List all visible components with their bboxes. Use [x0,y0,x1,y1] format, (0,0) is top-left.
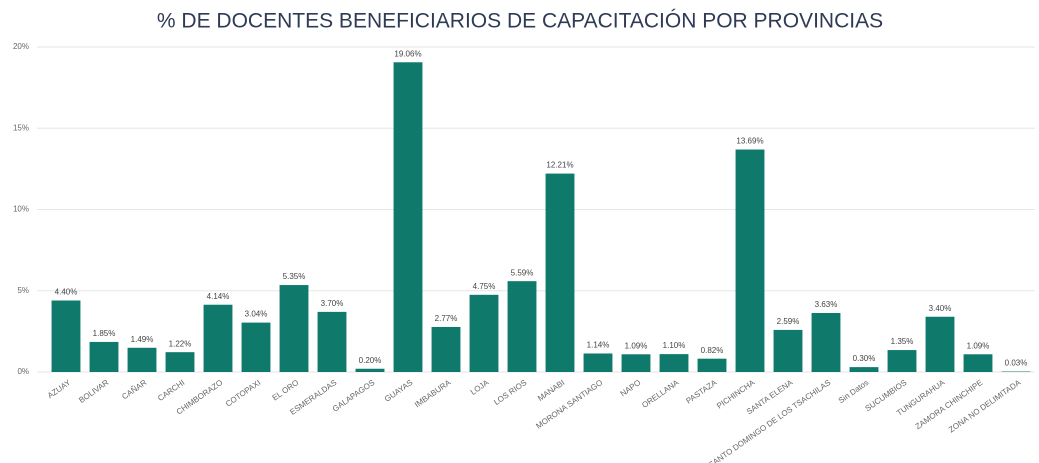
bar [697,358,727,372]
chart-title: % DE DOCENTES BENEFICIARIOS DE CAPACITAC… [157,10,883,33]
x-tick-label: Sin Datos [837,378,871,405]
x-tick-label: PASTAZA [684,378,719,406]
bar [887,350,917,372]
x-tick-label: BOLIVAR [77,378,110,405]
y-tick-label: 10% [13,205,29,214]
data-label: 1.10% [663,341,686,350]
bar [659,354,689,372]
x-tick-label: LOS RIOS [492,378,528,407]
data-label: 0.20% [359,356,382,365]
data-label: 1.35% [891,337,914,346]
x-tick-label: MANABI [536,378,566,403]
x-tick-label: IMBABURA [413,378,453,410]
x-tick-label: COTOPAXI [224,378,262,409]
bar [89,341,119,372]
y-tick-label: 5% [17,286,29,295]
x-tick-label: GUAYAS [383,378,415,404]
x-tick-label: ZAMORA CHINCHIPE [914,378,985,431]
data-label: 13.69% [736,137,763,146]
x-tick-label: LOJA [469,378,491,397]
x-tick-label: CARCHI [156,378,186,403]
data-label: 12.21% [546,161,573,170]
bar [51,300,81,372]
bar [279,285,309,372]
data-label: 3.04% [245,310,268,319]
data-label: 0.30% [853,354,876,363]
y-tick-label: 0% [17,367,29,376]
bar [621,354,651,372]
data-label: 1.14% [587,341,610,350]
data-label: 3.63% [815,300,838,309]
bar [317,311,347,372]
bar [773,329,803,372]
data-label: 3.40% [929,304,952,313]
x-tick-label: AZUAY [46,378,73,401]
data-label: 4.14% [207,292,230,301]
data-label: 19.06% [394,49,421,58]
data-label: 2.77% [435,314,458,323]
bar [507,281,537,372]
bar [925,316,955,372]
y-tick-label: 15% [13,123,29,132]
data-label: 4.40% [55,288,78,297]
bar [165,352,195,372]
x-tick-label: NAPO [619,378,643,398]
bar [127,347,157,372]
data-label: 0.03% [1005,359,1028,368]
bar [811,313,841,372]
data-label: 1.22% [169,339,192,348]
data-label: 1.09% [967,341,990,350]
x-tick-label: ZONA NO DELIMITADA [947,378,1023,435]
x-tick-label: MORONA SANTIAGO [534,378,604,431]
data-label: 5.59% [511,268,534,277]
bar [355,368,385,372]
data-label: 1.85% [93,329,116,338]
data-label: 1.49% [131,335,154,344]
data-label: 2.59% [777,317,800,326]
bar [203,304,233,372]
bar [963,354,993,372]
data-label: 3.70% [321,299,344,308]
x-tick-label: EL ORO [271,378,301,403]
data-label: 0.82% [701,346,724,355]
data-label: 4.75% [473,282,496,291]
bar [393,62,423,373]
y-tick-label: 20% [13,42,29,51]
bar [431,326,461,372]
bar [735,149,765,372]
bar [469,294,499,372]
bar [849,367,879,372]
bar [545,173,575,372]
x-tick-label: CAÑAR [120,378,148,402]
data-label: 5.35% [283,272,306,281]
bar [583,353,613,372]
data-label: 1.09% [625,341,648,350]
bar [241,322,271,372]
x-tick-label: GALAPAGOS [331,378,376,414]
x-tick-label: ORELLANA [640,378,681,410]
